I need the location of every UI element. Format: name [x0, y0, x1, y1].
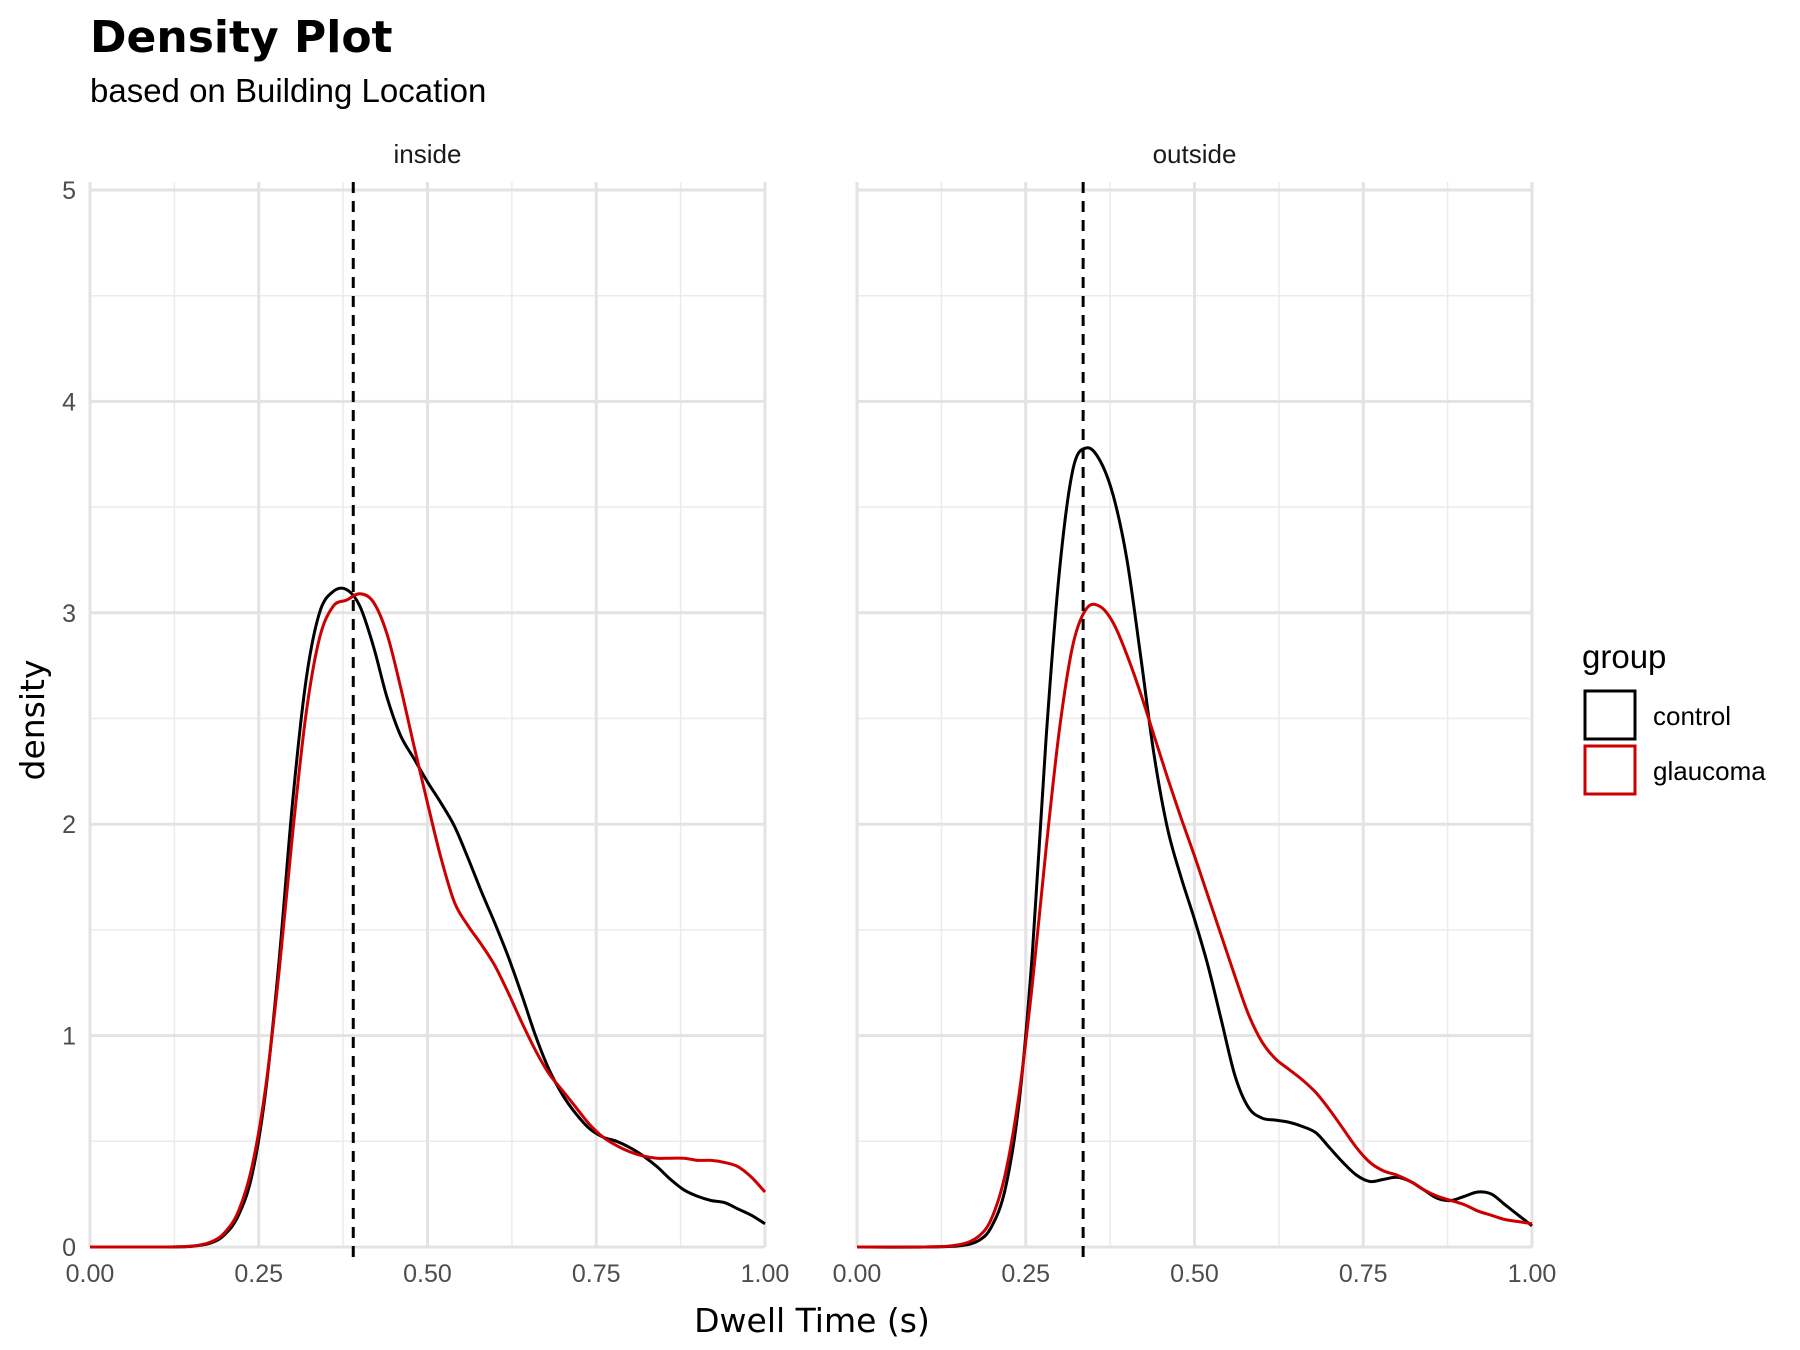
- y-tick-label: 5: [62, 177, 76, 205]
- y-axis-title: density: [13, 660, 52, 781]
- legend-label-glaucoma: glaucoma: [1653, 756, 1766, 786]
- density-line-glaucoma: [856, 602, 1533, 1249]
- y-tick-label: 2: [62, 811, 76, 839]
- y-tick-label: 3: [62, 600, 76, 628]
- legend-title: group: [1582, 638, 1666, 675]
- facet-strip-label: outside: [1153, 139, 1237, 169]
- facet-panel-outside: outside 0.00 0.25 0.50 0.75 1.00: [833, 139, 1557, 1288]
- y-tick-label: 0: [62, 1234, 76, 1262]
- x-tick-label: 0.75: [572, 1260, 621, 1288]
- facet-strip-label: inside: [394, 139, 462, 169]
- x-tick-label: 0.75: [1339, 1260, 1388, 1288]
- x-tick-label: 0.50: [1170, 1260, 1219, 1288]
- x-tick-label: 0.25: [234, 1260, 283, 1288]
- x-tick-label: 0.25: [1001, 1260, 1050, 1288]
- x-tick-label: 1.00: [741, 1260, 790, 1288]
- legend-key-glaucoma: [1583, 744, 1637, 796]
- density-line-glaucoma: [89, 592, 767, 1249]
- legend-key-control: [1583, 689, 1637, 741]
- legend-label-control: control: [1653, 701, 1731, 731]
- y-tick-label: 1: [62, 1023, 76, 1051]
- facet-panels: inside 0 1 2 3 4 5 0.00 0.25 0.50 0.75 1.00 outside 0…: [62, 139, 1556, 1288]
- facet-panel-inside: inside 0 1 2 3 4 5 0.00 0.25 0.50 0.75 1.00: [62, 139, 789, 1288]
- chart-subtitle: based on Building Location: [90, 72, 486, 109]
- x-axis-title: Dwell Time (s): [694, 1301, 930, 1340]
- legend: group control glaucoma: [1582, 638, 1766, 796]
- chart-title: Density Plot: [90, 12, 393, 63]
- x-tick-label: 0.50: [403, 1260, 452, 1288]
- x-tick-label: 0.00: [833, 1260, 882, 1288]
- y-tick-label: 4: [62, 388, 76, 416]
- x-tick-label: 0.00: [66, 1260, 115, 1288]
- x-tick-label: 1.00: [1508, 1260, 1557, 1288]
